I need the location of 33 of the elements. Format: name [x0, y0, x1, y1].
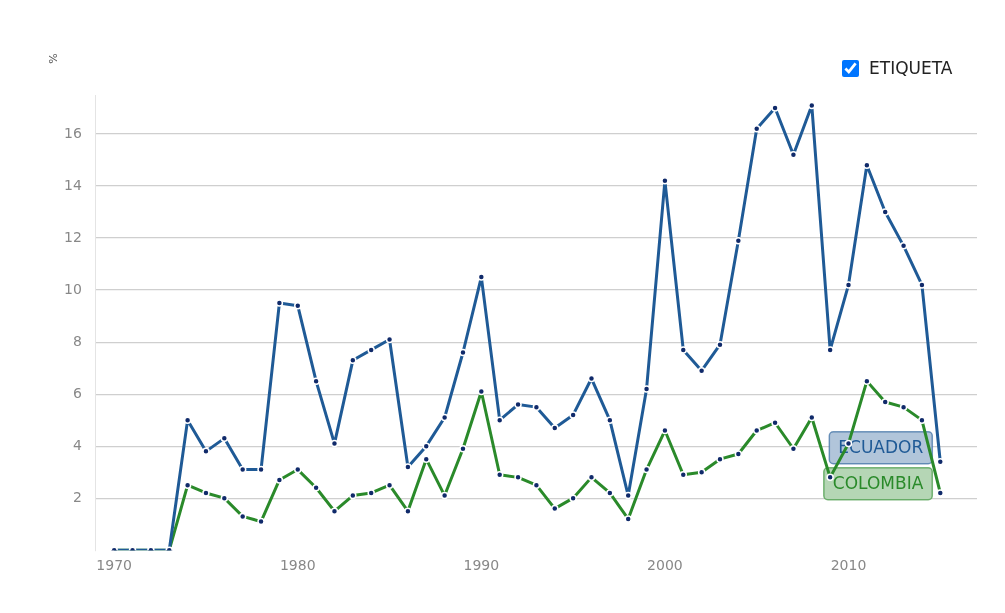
point [734, 236, 743, 245]
x-tick-label: 1970 [96, 557, 132, 574]
point [716, 340, 724, 349]
y-tick-label: 16 [63, 124, 82, 141]
y-tick-label: 4 [72, 436, 82, 453]
point [918, 281, 926, 289]
point [899, 242, 908, 250]
y-tick-label: 6 [72, 384, 82, 401]
point [551, 424, 559, 432]
point [422, 442, 431, 450]
point [404, 463, 412, 471]
y-tick-label: 10 [63, 280, 82, 297]
point [312, 377, 320, 385]
x-tick-label: 1990 [463, 557, 500, 574]
point [569, 411, 577, 419]
point [624, 491, 632, 500]
point [459, 348, 467, 357]
series-label: COLOMBIA [832, 473, 924, 494]
point [771, 104, 779, 112]
x-tick-label: 2010 [830, 557, 867, 574]
point [606, 416, 614, 424]
text: ETIQUETA [869, 58, 953, 78]
point [661, 177, 669, 185]
y-tick-label: 14 [63, 176, 82, 193]
y-tick-label: 8 [72, 332, 82, 349]
point [367, 346, 375, 354]
point [349, 356, 357, 365]
point [881, 208, 889, 216]
y-tick-label: 2 [72, 488, 82, 505]
text: % [46, 53, 60, 64]
x-tick-label: 2000 [647, 557, 683, 574]
y-tick-label: 12 [63, 228, 82, 245]
x-tick-label: 1980 [279, 557, 316, 574]
